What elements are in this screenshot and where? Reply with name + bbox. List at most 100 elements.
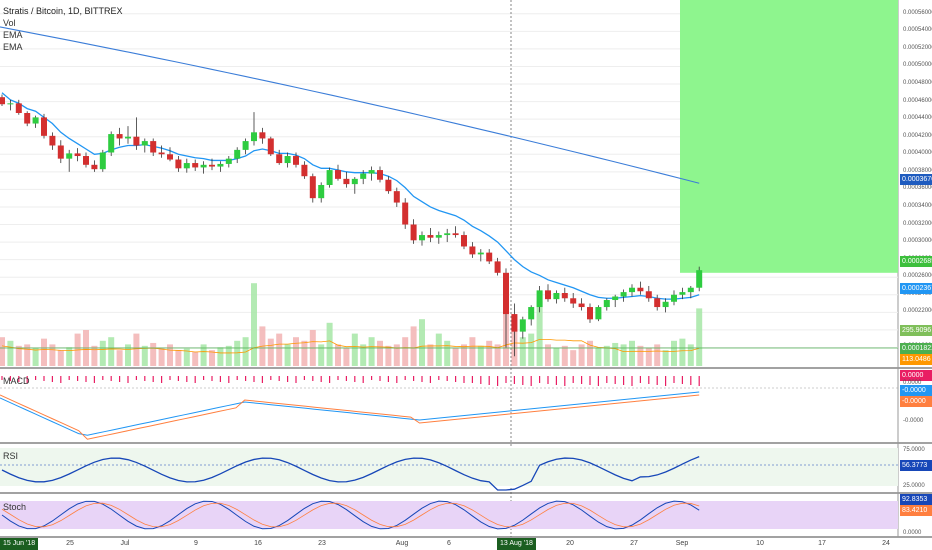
candle-body [276, 154, 283, 164]
indicator-ema2-label[interactable]: EMA [3, 42, 23, 52]
volume-bar [477, 345, 484, 366]
candle-body [410, 224, 417, 241]
macd-histogram-bar [463, 376, 465, 383]
macd-histogram-bar [68, 376, 70, 380]
candle-body [284, 156, 291, 164]
macd-histogram-bar [144, 376, 146, 381]
candle-body [335, 170, 341, 179]
volume-bar [141, 345, 148, 366]
macd-histogram-bar [211, 376, 213, 381]
macd-histogram-bar [77, 376, 79, 381]
price-axis-label: 0.00038000 [903, 167, 932, 174]
macd-histogram-bar [161, 376, 163, 383]
volume-bar [402, 337, 409, 366]
rsi-value-badge: 56.3773 [900, 460, 932, 471]
macd-pane-label[interactable]: MACD [3, 376, 30, 386]
candle-body [15, 103, 22, 113]
price-axis-label: 0.00026000 [903, 273, 932, 280]
candle-body [377, 170, 383, 180]
volume-bar [335, 344, 341, 366]
price-axis-label: 0.00036000 [903, 185, 932, 192]
volume-bar [444, 340, 451, 366]
macd-histogram-bar [455, 376, 457, 382]
volume-bar [49, 344, 56, 366]
candle-body [494, 261, 501, 273]
macd-histogram-bar [228, 376, 230, 383]
volume-bar [603, 345, 610, 366]
volume-bar [595, 348, 602, 366]
macd-histogram-bar [278, 376, 280, 381]
macd-histogram-bar [1, 376, 3, 380]
macd-histogram-bar [371, 376, 373, 380]
indicator-vol-label[interactable]: Vol [3, 18, 16, 28]
candle-body [528, 307, 535, 320]
ema-long-line [0, 26, 700, 184]
candle-body [108, 134, 115, 153]
macd-histogram-bar [614, 376, 616, 384]
volume-bar [175, 350, 182, 366]
time-axis-label: 16 [254, 540, 262, 547]
volume-bar [284, 344, 291, 366]
volume-bar [696, 308, 703, 366]
volume-bar [393, 344, 400, 366]
candle-body [419, 235, 425, 241]
price-axis-label: 0.00054000 [903, 27, 932, 34]
candle-body [32, 117, 39, 124]
macd-histogram-bar [93, 376, 95, 383]
macd-histogram-bar [555, 376, 557, 385]
macd-axis-label: 0.0000 [903, 380, 922, 386]
candle-body [477, 252, 484, 255]
volume-bar [570, 350, 577, 366]
macd-histogram-bar [60, 376, 62, 383]
symbol-title[interactable]: Stratis / Bitcoin, 1D, BITTREX [3, 6, 123, 16]
macd-histogram-bar [295, 376, 297, 383]
volume-bar [410, 326, 417, 366]
macd-histogram-bar [446, 376, 448, 381]
candle-body [183, 163, 190, 169]
volume-bar [183, 348, 190, 366]
volume-bar [251, 283, 257, 366]
volume-bar [654, 344, 661, 366]
price-axis-label: 0.00048000 [903, 80, 932, 87]
candle-body [612, 296, 619, 301]
rsi-pane-label[interactable]: RSI [3, 451, 19, 461]
candle-body [24, 113, 31, 124]
candle-body [444, 233, 451, 236]
rsi-bottom-label: 25.0000 [903, 483, 925, 489]
macd-histogram-bar [581, 376, 583, 384]
volume-bar [536, 301, 543, 366]
volume-bar [645, 348, 652, 366]
candle-body [116, 134, 123, 139]
macd-histogram-bar [51, 376, 53, 382]
volume-bar [150, 342, 157, 366]
volume-bar [225, 345, 232, 366]
price-axis-label: 0.00022000 [903, 308, 932, 315]
macd-histogram-bar [102, 376, 104, 380]
macd-histogram-bar [362, 376, 364, 383]
candle-body [603, 300, 610, 308]
macd-histogram-bar [337, 376, 339, 380]
macd-histogram-bar [85, 376, 87, 382]
time-axis-label: 20 [566, 540, 574, 547]
volume-bar [637, 345, 644, 366]
stoch-pane-label[interactable]: Stoch [3, 502, 27, 512]
candle-body [461, 235, 467, 247]
macd-histogram-bar [329, 376, 331, 383]
candle-body [368, 170, 375, 174]
volume-bar [494, 344, 501, 366]
candle-body [66, 153, 73, 159]
candle-body [133, 136, 140, 146]
volume-bar [116, 350, 123, 366]
volume-bar [561, 345, 568, 366]
volume-bar [158, 348, 165, 366]
volume-bar [679, 338, 686, 366]
candle-body [141, 141, 148, 146]
macd-histogram-bar [236, 376, 238, 380]
stoch-k-line [1, 500, 700, 530]
macd-histogram-bar [312, 376, 314, 381]
candle-body [251, 132, 257, 142]
indicator-ema-label[interactable]: EMA [3, 30, 23, 40]
macd-histogram-bar [539, 376, 541, 383]
